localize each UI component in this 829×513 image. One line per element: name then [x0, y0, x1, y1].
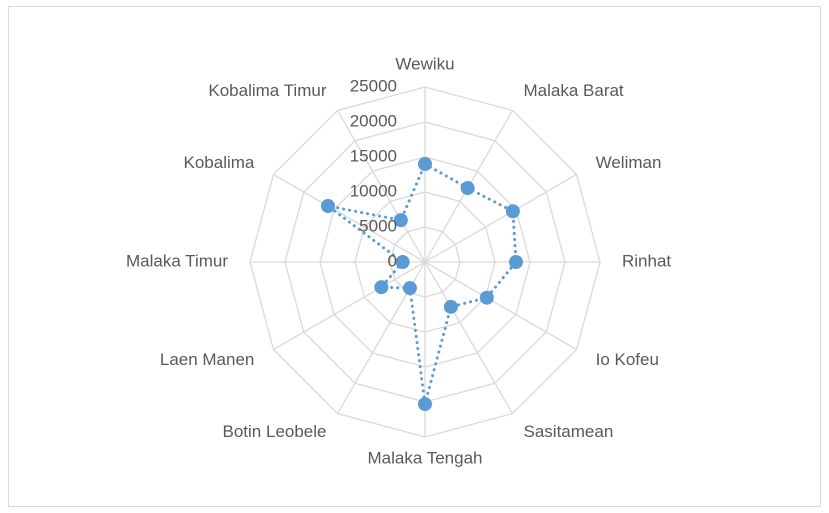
data-point: [479, 290, 494, 305]
category-label: Kobalima: [184, 153, 255, 172]
category-label: Kobalima Timur: [208, 81, 326, 100]
y-tick-label: 5000: [359, 216, 397, 235]
data-point: [321, 199, 336, 213]
data-point: [418, 397, 432, 412]
spoke: [336, 110, 426, 263]
data-point: [374, 280, 389, 295]
y-tick-label: 15000: [350, 146, 397, 165]
data-point: [402, 281, 417, 296]
category-label: Rinhat: [622, 251, 671, 270]
category-label: Wewiku: [395, 54, 454, 73]
data-point: [393, 213, 408, 228]
data-point: [443, 299, 458, 314]
data-point: [460, 181, 475, 196]
data-point: [395, 255, 410, 269]
data-point: [418, 157, 432, 171]
data-point: [505, 204, 520, 219]
category-label: Sasitamean: [524, 422, 614, 441]
spoke: [424, 261, 577, 351]
data-point: [509, 255, 523, 269]
category-label: Malaka Timur: [126, 251, 228, 270]
spoke: [273, 261, 426, 351]
y-tick-label: 10000: [350, 181, 397, 200]
category-label: Botin Leobele: [223, 422, 327, 441]
category-label: Malaka Barat: [524, 81, 624, 100]
spoke: [424, 173, 577, 263]
category-label: Laen Manen: [160, 350, 255, 369]
y-tick-label: 0: [388, 251, 397, 270]
category-label: Weliman: [596, 153, 662, 172]
category-label: Malaka Tengah: [368, 448, 483, 467]
category-label: Io Kofeu: [596, 350, 659, 369]
y-tick-label: 20000: [350, 111, 397, 130]
spoke: [273, 173, 426, 263]
spoke: [424, 261, 514, 414]
y-tick-label: 25000: [350, 76, 397, 95]
